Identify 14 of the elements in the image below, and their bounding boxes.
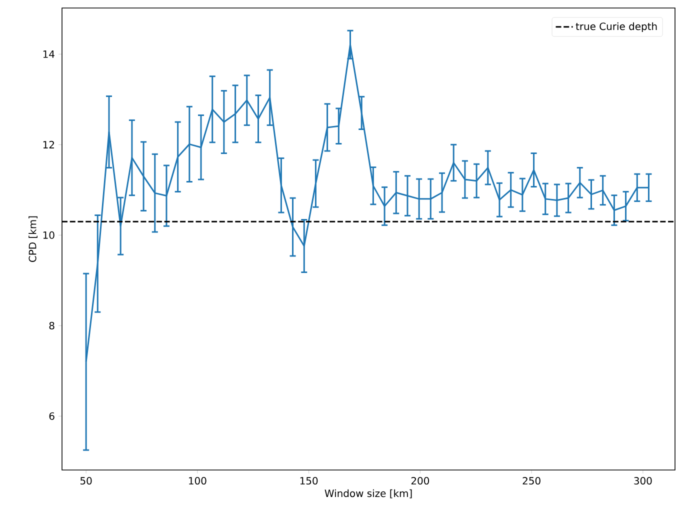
y-axis-title: CPD [km] xyxy=(28,216,38,262)
x-axis-title: Window size [km] xyxy=(324,489,412,498)
x-tick-label: 150 xyxy=(300,476,318,485)
y-tick-label: 10 xyxy=(43,231,54,239)
y-tick-label: 6 xyxy=(49,412,54,420)
y-tick-label: 12 xyxy=(43,140,54,148)
y-tick-label: 14 xyxy=(43,50,54,58)
y-tick-label: 8 xyxy=(49,322,54,330)
legend-label: true Curie depth xyxy=(576,22,657,32)
x-tick-label: 200 xyxy=(411,476,430,485)
x-tick-label: 100 xyxy=(189,476,206,485)
x-tick-label: 50 xyxy=(80,476,92,485)
x-tick-label: 250 xyxy=(522,476,540,485)
x-tick-label: 300 xyxy=(634,476,652,485)
